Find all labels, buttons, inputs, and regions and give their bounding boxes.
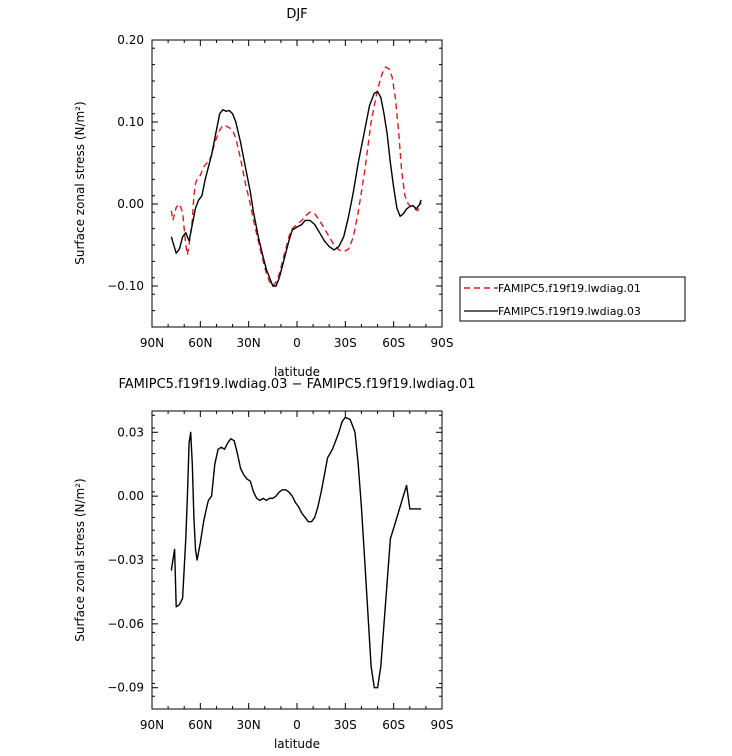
- bottom-y-tick-label: −0.06: [107, 617, 144, 631]
- bottom-panel: FAMIPC5.f19f19.lwdiag.03 − FAMIPC5.f19f1…: [73, 377, 476, 751]
- bottom-series-group: [170, 416, 422, 689]
- top-y-tick-label: 0.20: [117, 33, 144, 47]
- bottom-x-tick-label: 0: [293, 718, 301, 732]
- top-plot-area: [151, 39, 443, 328]
- top-series-line-1: [170, 90, 422, 287]
- bottom-y-axis-label: Surface zonal stress (N/m²): [73, 478, 87, 642]
- top-x-axis-label: latitude: [274, 365, 320, 379]
- bottom-x-tick-label: 90N: [140, 718, 164, 732]
- bottom-y-tick-label: 0.03: [117, 425, 144, 439]
- legend: FAMIPC5.f19f19.lwdiag.01 FAMIPC5.f19f19.…: [459, 276, 686, 322]
- bottom-y-tick-label: 0.00: [117, 489, 144, 503]
- legend-entry-lwdiag-01: FAMIPC5.f19f19.lwdiag.01: [498, 282, 641, 295]
- legend-entry-lwdiag-03: FAMIPC5.f19f19.lwdiag.03: [498, 305, 641, 318]
- legend-box: [459, 276, 686, 322]
- top-y-tick-label: 0.10: [117, 115, 144, 129]
- top-series-group: [170, 66, 422, 287]
- top-x-tick-label: 60N: [188, 336, 212, 350]
- bottom-y-tick-label: −0.09: [107, 681, 144, 695]
- top-y-tick-label: −0.10: [107, 279, 144, 293]
- bottom-plot-frame: [151, 410, 443, 710]
- top-x-tick-label: 0: [293, 336, 301, 350]
- bottom-axes: 90N 60N 30N 0 30S 60S 90S −0.09 −0.06 −0.03 0.00 0.…: [107, 411, 453, 732]
- top-y-tick-label: 0.00: [117, 197, 144, 211]
- top-chart-title: DJF: [286, 7, 307, 22]
- top-panel: DJF 90N 60N 30N 0 30S 60S 90S −0.10 0.00 0.10 0.20…: [73, 7, 686, 379]
- top-x-tick-label: 90S: [431, 336, 454, 350]
- bottom-chart-title: FAMIPC5.f19f19.lwdiag.03 − FAMIPC5.f19f1…: [119, 377, 476, 392]
- bottom-plot-area: [151, 410, 443, 710]
- top-axes: 90N 60N 30N 0 30S 60S 90S −0.10 0.00 0.10 0.20: [107, 33, 453, 350]
- top-x-tick-label: 30N: [237, 336, 261, 350]
- bottom-x-axis-label: latitude: [274, 737, 320, 751]
- top-y-axis-label: Surface zonal stress (N/m²): [73, 101, 87, 265]
- bottom-x-tick-label: 30N: [237, 718, 261, 732]
- top-x-tick-label: 60S: [382, 336, 405, 350]
- bottom-x-tick-label: 30S: [334, 718, 357, 732]
- bottom-x-tick-label: 90S: [431, 718, 454, 732]
- bottom-x-tick-label: 60N: [188, 718, 212, 732]
- bottom-x-tick-label: 60S: [382, 718, 405, 732]
- top-x-tick-label: 90N: [140, 336, 164, 350]
- bottom-series-line-0: [170, 416, 422, 689]
- bottom-y-tick-label: −0.03: [107, 553, 144, 567]
- top-x-tick-label: 30S: [334, 336, 357, 350]
- top-series-line-0: [170, 66, 422, 287]
